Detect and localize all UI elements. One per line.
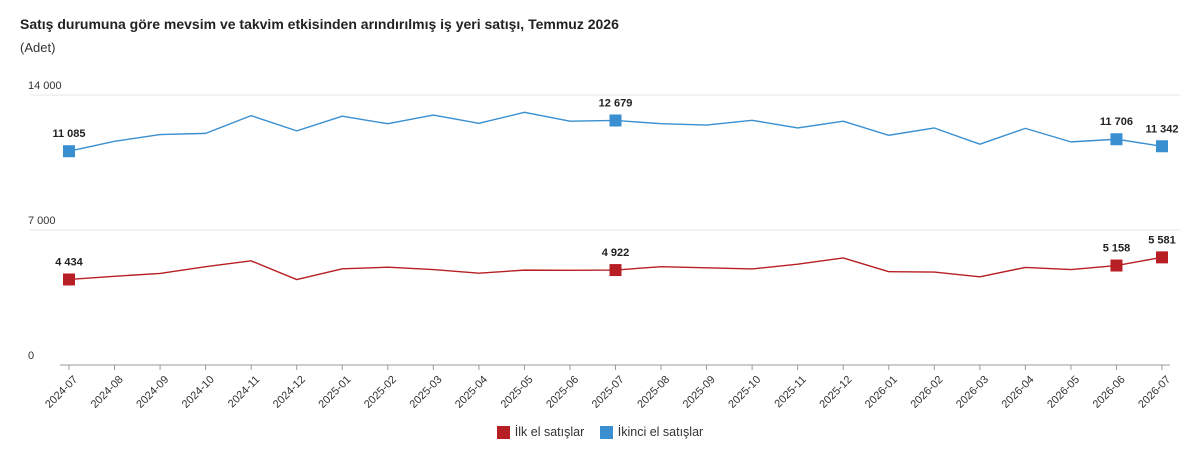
x-tick-label: 2025-06 [544, 374, 581, 411]
x-tick-label: 2026-01 [863, 374, 900, 411]
x-tick-label: 2025-08 [635, 374, 672, 411]
legend: İlk el satışlar İkinci el satışlar [0, 425, 1200, 442]
data-marker [609, 114, 622, 127]
data-marker [1110, 259, 1123, 272]
y-tick-label: 14 000 [28, 80, 62, 92]
legend-label-first-hand: İlk el satışlar [514, 425, 585, 439]
data-label: 11 706 [1100, 116, 1133, 128]
x-tick-label: 2026-02 [908, 374, 945, 411]
x-tick-label: 2025-07 [590, 374, 627, 411]
x-tick-label: 2026-07 [1136, 374, 1173, 411]
x-tick-label: 2025-03 [408, 374, 445, 411]
x-tick-label: 2026-04 [1000, 374, 1037, 411]
data-label: 12 679 [599, 97, 633, 109]
x-tick-label: 2025-05 [499, 374, 536, 411]
data-label: 5 581 [1148, 234, 1176, 246]
x-tick-label: 2024-11 [226, 374, 262, 410]
data-marker [63, 145, 75, 158]
x-tick-label: 2026-06 [1091, 374, 1128, 411]
x-tick-label: 2025-02 [362, 374, 399, 411]
x-tick-label: 2025-09 [681, 374, 718, 411]
y-tick-label: 7 000 [28, 215, 56, 227]
chart-subtitle: (Adet) [20, 40, 56, 55]
y-tick-label: 0 [28, 350, 34, 362]
legend-swatch-first-hand [496, 425, 510, 439]
data-label: 11 342 [1145, 123, 1178, 135]
data-marker [1156, 251, 1168, 264]
x-tick-label: 2025-04 [453, 374, 490, 411]
legend-swatch-second-hand [599, 425, 613, 439]
x-tick-label: 2024-07 [43, 374, 80, 411]
data-label: 11 085 [52, 128, 85, 140]
x-tick-label: 2024-09 [134, 374, 171, 411]
data-marker [609, 264, 622, 277]
data-label: 5 158 [1103, 243, 1131, 255]
data-marker [63, 273, 75, 286]
x-tick-label: 2025-12 [817, 374, 854, 411]
x-tick-label: 2026-05 [1045, 374, 1082, 411]
x-tick-label: 2025-10 [726, 374, 763, 411]
x-tick-label: 2024-12 [271, 374, 308, 411]
legend-item-second-hand[interactable]: İkinci el satışlar [599, 425, 704, 439]
x-tick-label: 2025-11 [772, 374, 808, 410]
data-label: 4 922 [602, 247, 630, 259]
legend-label-second-hand: İkinci el satışlar [617, 425, 704, 439]
data-label: 4 434 [55, 256, 83, 268]
data-marker [1110, 133, 1123, 146]
x-tick-label: 2025-01 [316, 374, 353, 411]
legend-item-first-hand[interactable]: İlk el satışlar [496, 425, 585, 439]
data-marker [1156, 140, 1168, 153]
x-tick-label: 2024-08 [89, 374, 126, 411]
x-tick-label: 2026-03 [954, 374, 991, 411]
x-tick-label: 2024-10 [180, 374, 217, 411]
chart-title: Satış durumuna göre mevsim ve takvim etk… [20, 16, 619, 32]
